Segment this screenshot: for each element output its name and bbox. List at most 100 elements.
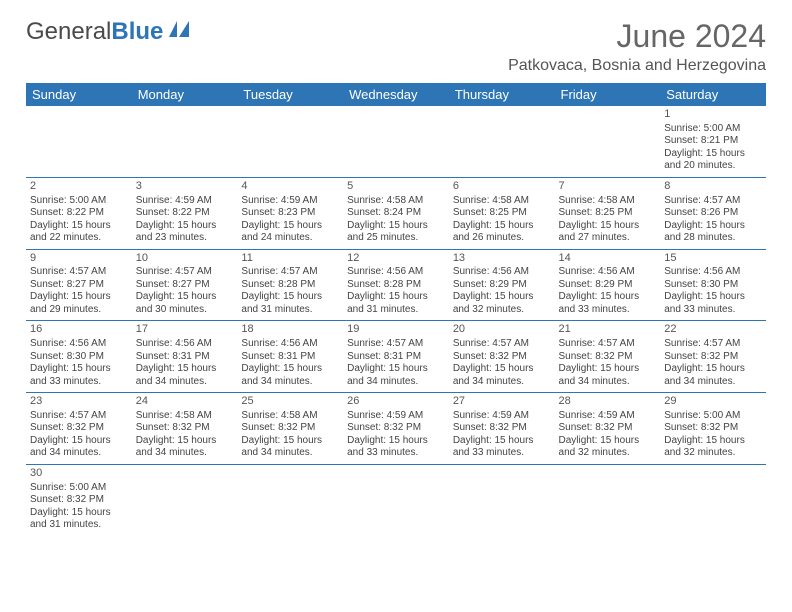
- daylight-line: Daylight: 15 hours and 33 minutes.: [664, 291, 762, 316]
- calendar-day: 24Sunrise: 4:58 AMSunset: 8:32 PMDayligh…: [132, 393, 238, 465]
- daylight-line: Daylight: 15 hours and 33 minutes.: [347, 435, 445, 460]
- calendar-day: 3Sunrise: 4:59 AMSunset: 8:22 PMDaylight…: [132, 177, 238, 249]
- day-number: 4: [241, 180, 339, 194]
- sunset-line: Sunset: 8:30 PM: [30, 351, 128, 364]
- logo: GeneralBlue: [26, 18, 195, 46]
- daylight-line: Daylight: 15 hours and 22 minutes.: [30, 220, 128, 245]
- calendar-day: 18Sunrise: 4:56 AMSunset: 8:31 PMDayligh…: [237, 321, 343, 393]
- calendar-day: 21Sunrise: 4:57 AMSunset: 8:32 PMDayligh…: [555, 321, 661, 393]
- sunset-line: Sunset: 8:32 PM: [559, 422, 657, 435]
- sunrise-line: Sunrise: 5:00 AM: [30, 195, 128, 208]
- calendar-day: 27Sunrise: 4:59 AMSunset: 8:32 PMDayligh…: [449, 393, 555, 465]
- calendar-day: 13Sunrise: 4:56 AMSunset: 8:29 PMDayligh…: [449, 249, 555, 321]
- sunset-line: Sunset: 8:32 PM: [30, 422, 128, 435]
- daylight-line: Daylight: 15 hours and 32 minutes.: [559, 435, 657, 460]
- sunrise-line: Sunrise: 4:56 AM: [241, 338, 339, 351]
- logo-text-1: General: [26, 18, 111, 46]
- day-number: 29: [664, 395, 762, 409]
- day-number: 23: [30, 395, 128, 409]
- sunset-line: Sunset: 8:32 PM: [559, 351, 657, 364]
- calendar-day: 6Sunrise: 4:58 AMSunset: 8:25 PMDaylight…: [449, 177, 555, 249]
- sunrise-line: Sunrise: 4:56 AM: [30, 338, 128, 351]
- calendar-day: 5Sunrise: 4:58 AMSunset: 8:24 PMDaylight…: [343, 177, 449, 249]
- sunset-line: Sunset: 8:32 PM: [30, 494, 128, 507]
- weekday-header: Thursday: [449, 83, 555, 106]
- day-number: 12: [347, 252, 445, 266]
- calendar-empty: [343, 464, 449, 535]
- sunset-line: Sunset: 8:23 PM: [241, 207, 339, 220]
- sunrise-line: Sunrise: 4:58 AM: [347, 195, 445, 208]
- calendar-empty: [449, 106, 555, 177]
- day-number: 22: [664, 323, 762, 337]
- sunrise-line: Sunrise: 5:00 AM: [30, 482, 128, 495]
- daylight-line: Daylight: 15 hours and 23 minutes.: [136, 220, 234, 245]
- calendar-day: 2Sunrise: 5:00 AMSunset: 8:22 PMDaylight…: [26, 177, 132, 249]
- daylight-line: Daylight: 15 hours and 34 minutes.: [664, 363, 762, 388]
- calendar-day: 1Sunrise: 5:00 AMSunset: 8:21 PMDaylight…: [660, 106, 766, 177]
- sunrise-line: Sunrise: 4:56 AM: [559, 266, 657, 279]
- calendar-day: 9Sunrise: 4:57 AMSunset: 8:27 PMDaylight…: [26, 249, 132, 321]
- daylight-line: Daylight: 15 hours and 24 minutes.: [241, 220, 339, 245]
- calendar-day: 16Sunrise: 4:56 AMSunset: 8:30 PMDayligh…: [26, 321, 132, 393]
- daylight-line: Daylight: 15 hours and 27 minutes.: [559, 220, 657, 245]
- sunrise-line: Sunrise: 4:56 AM: [453, 266, 551, 279]
- calendar-day: 22Sunrise: 4:57 AMSunset: 8:32 PMDayligh…: [660, 321, 766, 393]
- day-number: 3: [136, 180, 234, 194]
- daylight-line: Daylight: 15 hours and 34 minutes.: [136, 363, 234, 388]
- sunrise-line: Sunrise: 4:56 AM: [347, 266, 445, 279]
- daylight-line: Daylight: 15 hours and 31 minutes.: [241, 291, 339, 316]
- day-number: 15: [664, 252, 762, 266]
- daylight-line: Daylight: 15 hours and 33 minutes.: [30, 363, 128, 388]
- daylight-line: Daylight: 15 hours and 34 minutes.: [559, 363, 657, 388]
- calendar-empty: [449, 464, 555, 535]
- sunrise-line: Sunrise: 4:57 AM: [30, 266, 128, 279]
- sunset-line: Sunset: 8:32 PM: [664, 422, 762, 435]
- calendar-day: 26Sunrise: 4:59 AMSunset: 8:32 PMDayligh…: [343, 393, 449, 465]
- day-number: 25: [241, 395, 339, 409]
- sunset-line: Sunset: 8:27 PM: [30, 279, 128, 292]
- day-number: 14: [559, 252, 657, 266]
- day-number: 13: [453, 252, 551, 266]
- daylight-line: Daylight: 15 hours and 26 minutes.: [453, 220, 551, 245]
- calendar-day: 8Sunrise: 4:57 AMSunset: 8:26 PMDaylight…: [660, 177, 766, 249]
- sunrise-line: Sunrise: 4:57 AM: [453, 338, 551, 351]
- day-number: 26: [347, 395, 445, 409]
- calendar-day: 30Sunrise: 5:00 AMSunset: 8:32 PMDayligh…: [26, 464, 132, 535]
- daylight-line: Daylight: 15 hours and 32 minutes.: [664, 435, 762, 460]
- weekday-header: Sunday: [26, 83, 132, 106]
- daylight-line: Daylight: 15 hours and 34 minutes.: [241, 435, 339, 460]
- title-block: June 2024 Patkovaca, Bosnia and Herzegov…: [508, 18, 766, 75]
- daylight-line: Daylight: 15 hours and 29 minutes.: [30, 291, 128, 316]
- daylight-line: Daylight: 15 hours and 34 minutes.: [347, 363, 445, 388]
- sunrise-line: Sunrise: 4:57 AM: [30, 410, 128, 423]
- calendar-empty: [132, 106, 238, 177]
- sunrise-line: Sunrise: 4:57 AM: [241, 266, 339, 279]
- day-number: 10: [136, 252, 234, 266]
- day-number: 28: [559, 395, 657, 409]
- sunset-line: Sunset: 8:26 PM: [664, 207, 762, 220]
- weekday-header: Saturday: [660, 83, 766, 106]
- day-number: 19: [347, 323, 445, 337]
- sunrise-line: Sunrise: 4:57 AM: [136, 266, 234, 279]
- day-number: 27: [453, 395, 551, 409]
- day-number: 9: [30, 252, 128, 266]
- daylight-line: Daylight: 15 hours and 33 minutes.: [453, 435, 551, 460]
- calendar-body: 1Sunrise: 5:00 AMSunset: 8:21 PMDaylight…: [26, 106, 766, 536]
- sunset-line: Sunset: 8:32 PM: [453, 422, 551, 435]
- weekday-header: Wednesday: [343, 83, 449, 106]
- calendar-day: 12Sunrise: 4:56 AMSunset: 8:28 PMDayligh…: [343, 249, 449, 321]
- sunrise-line: Sunrise: 4:59 AM: [136, 195, 234, 208]
- logo-text-2: Blue: [111, 18, 163, 46]
- sunrise-line: Sunrise: 5:00 AM: [664, 123, 762, 136]
- sunset-line: Sunset: 8:31 PM: [136, 351, 234, 364]
- daylight-line: Daylight: 15 hours and 34 minutes.: [453, 363, 551, 388]
- location: Patkovaca, Bosnia and Herzegovina: [508, 57, 766, 75]
- sunset-line: Sunset: 8:31 PM: [347, 351, 445, 364]
- day-number: 30: [30, 467, 128, 481]
- daylight-line: Daylight: 15 hours and 33 minutes.: [559, 291, 657, 316]
- calendar-empty: [132, 464, 238, 535]
- day-number: 20: [453, 323, 551, 337]
- sunset-line: Sunset: 8:29 PM: [559, 279, 657, 292]
- sunset-line: Sunset: 8:28 PM: [347, 279, 445, 292]
- day-number: 7: [559, 180, 657, 194]
